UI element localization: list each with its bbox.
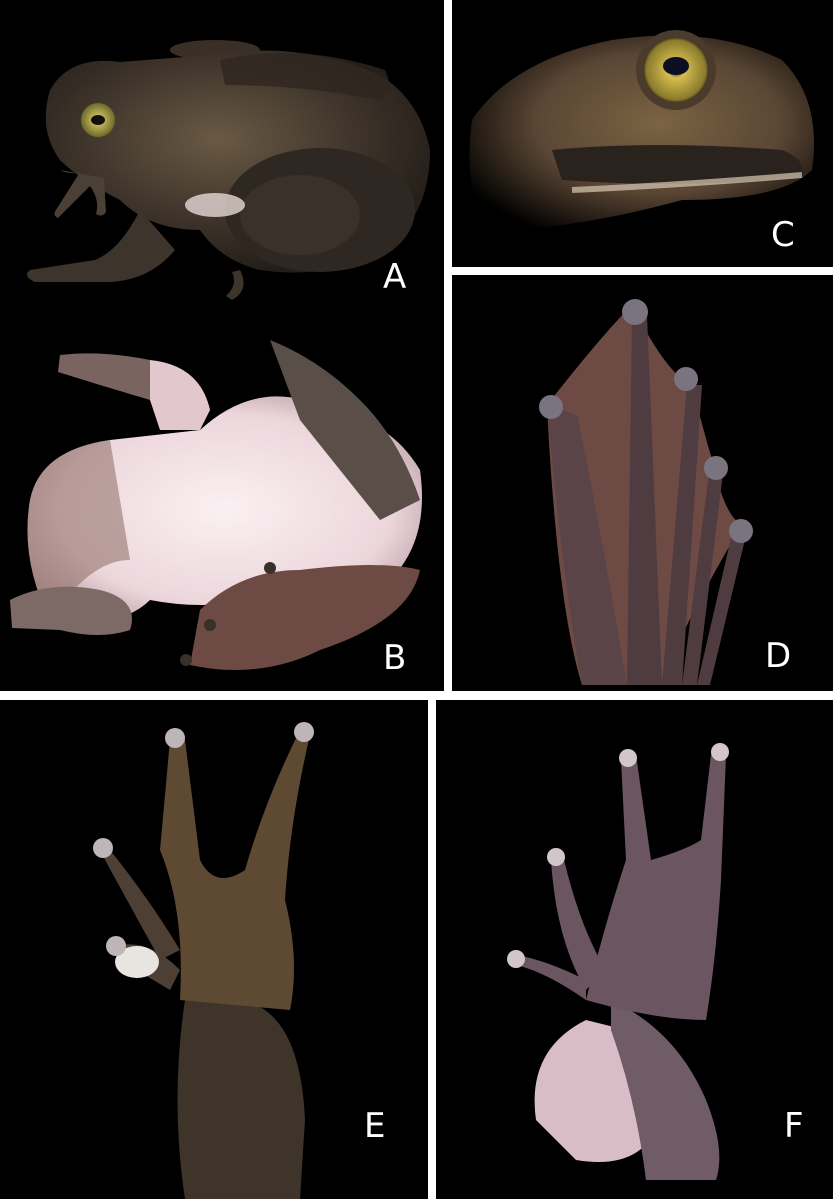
panel-label-a: A xyxy=(383,257,407,297)
panel-label-f: F xyxy=(784,1106,804,1146)
panel-label-b: B xyxy=(383,638,407,678)
frog-lateral xyxy=(26,40,430,300)
hand-dorsal-illustration xyxy=(93,722,314,1199)
panel-d: D xyxy=(452,275,833,691)
panel-label-c: C xyxy=(771,215,795,255)
panel-label-d: D xyxy=(765,636,792,676)
panel-a-b: A B xyxy=(0,0,444,691)
frog-ventral xyxy=(10,340,422,670)
panel-label-e: E xyxy=(364,1106,386,1146)
hand-ventral-illustration xyxy=(507,743,729,1180)
panel-c: C xyxy=(452,0,833,267)
panel-e: E xyxy=(0,700,428,1199)
head-illustration xyxy=(469,30,814,230)
panel-f: F xyxy=(436,700,833,1199)
frog-illustrations xyxy=(10,40,430,670)
foot-illustration xyxy=(539,299,753,685)
